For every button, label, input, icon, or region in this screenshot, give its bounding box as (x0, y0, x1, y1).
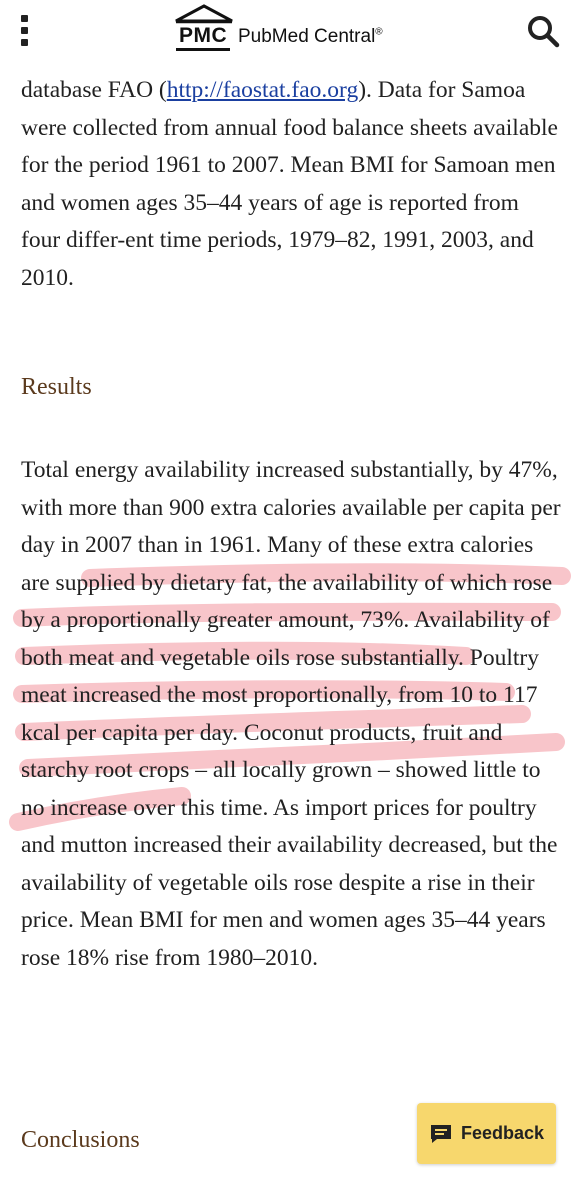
search-button[interactable] (526, 14, 560, 48)
feedback-label: Feedback (460, 1123, 545, 1143)
feedback-button[interactable]: Feedback (417, 1103, 556, 1164)
vertical-dots-icon (20, 26, 28, 34)
pmc-abbr: PMC (176, 23, 231, 51)
pmc-name: PubMed Central® (238, 26, 383, 47)
vertical-dots-icon (20, 38, 28, 46)
results-heading: Results (21, 374, 92, 400)
menu-button[interactable] (14, 14, 34, 46)
conclusions-heading: Conclusions (21, 1127, 140, 1153)
search-icon (528, 16, 560, 48)
top-header: PMC PubMed Central® (0, 0, 579, 72)
results-paragraph: Total energy availability increased subs… (21, 457, 561, 971)
chat-bubble-icon (430, 1124, 451, 1143)
faostat-link[interactable]: http://faostat.fao.org (166, 77, 359, 103)
pmc-roof-icon (175, 4, 233, 24)
vertical-dots-icon (20, 14, 28, 22)
methods-paragraph-end: database FAO (http://faostat.fao.org). D… (21, 77, 558, 291)
pmc-logo[interactable]: PMC PubMed Central® (172, 4, 422, 54)
